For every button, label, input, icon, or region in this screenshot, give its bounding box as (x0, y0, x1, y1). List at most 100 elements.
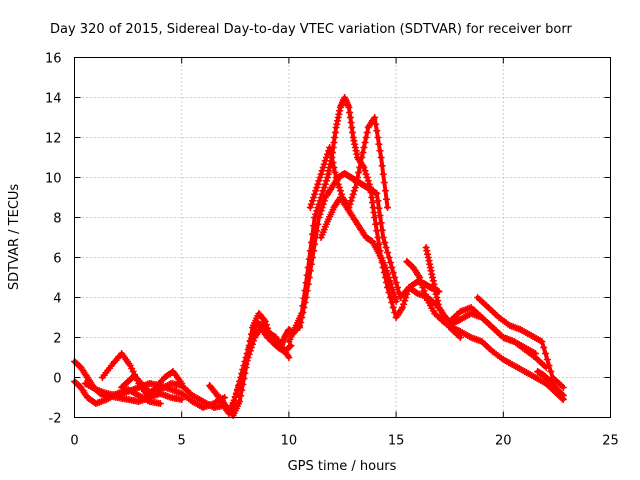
x-tick-label: 25 (602, 434, 619, 449)
x-tick-label: 15 (388, 434, 405, 449)
plus-marker (385, 274, 393, 281)
plus-marker (376, 147, 384, 155)
plus-marker (359, 149, 367, 156)
plus-marker (301, 299, 309, 306)
plus-marker (156, 400, 164, 407)
plus-marker (314, 220, 322, 228)
plus-marker (231, 393, 239, 401)
plus-marker (261, 318, 269, 325)
plus-marker (321, 180, 329, 188)
x-tick-label: 0 (70, 434, 78, 449)
plus-marker (383, 267, 390, 275)
plus-marker (287, 342, 295, 349)
series-track-18 (534, 368, 567, 399)
plus-marker (305, 274, 313, 281)
plus-marker (317, 170, 325, 178)
plus-marker (309, 254, 316, 261)
plus-marker (374, 134, 382, 141)
y-tick-label: 10 (45, 172, 62, 187)
plus-marker (362, 170, 370, 178)
series-track-9 (285, 94, 443, 345)
plus-marker (319, 164, 327, 171)
plus-marker (317, 207, 325, 215)
plus-marker (239, 366, 247, 373)
plus-marker (386, 259, 394, 266)
plus-marker (399, 304, 406, 311)
x-tick-label: 20 (495, 434, 512, 449)
plus-marker (320, 160, 328, 168)
plus-marker (237, 392, 245, 400)
plus-marker (358, 154, 366, 161)
plus-marker (311, 240, 319, 248)
plus-marker (372, 220, 380, 228)
plus-marker (335, 184, 343, 191)
plus-marker (319, 200, 327, 208)
plus-marker (306, 204, 314, 211)
plus-marker (316, 210, 324, 218)
y-tick-label: 14 (45, 92, 62, 107)
series-layer (71, 94, 567, 419)
plus-marker (384, 204, 391, 211)
plus-marker (328, 154, 336, 161)
plus-marker (321, 157, 329, 165)
y-tick-label: -2 (49, 412, 62, 427)
plus-marker (314, 180, 322, 188)
plus-marker (309, 197, 316, 205)
plus-marker (347, 197, 355, 205)
plus-marker (316, 174, 324, 181)
series-track-12 (317, 194, 400, 305)
plus-marker (286, 343, 294, 350)
plus-marker (236, 378, 244, 385)
plus-marker (375, 140, 383, 148)
plus-marker (332, 174, 340, 181)
plus-marker (349, 190, 357, 198)
plus-marker (540, 344, 548, 351)
plus-marker (377, 219, 385, 227)
plus-marker (357, 159, 365, 166)
plus-marker (322, 177, 330, 185)
plus-marker (456, 334, 464, 341)
plus-marker (383, 195, 390, 203)
plus-marker (376, 212, 384, 219)
plus-marker (543, 356, 551, 363)
y-tick-label: 8 (53, 212, 61, 227)
plus-marker (381, 187, 389, 195)
plus-marker (416, 274, 424, 281)
plus-marker (245, 342, 253, 349)
plus-marker (327, 149, 335, 156)
series-line (286, 95, 441, 344)
plus-marker (320, 197, 328, 205)
plus-marker (326, 144, 334, 151)
plus-marker (310, 194, 318, 201)
tick-layer: 0 5 10 15 20 25 -2 0 2 4 6 8 10 12 14 16 (45, 52, 619, 449)
plus-marker (363, 174, 371, 181)
plus-marker (389, 269, 397, 276)
plus-marker (360, 144, 368, 151)
series-track-15 (446, 304, 550, 371)
y-tick-label: 12 (45, 132, 62, 147)
plus-marker (297, 319, 305, 326)
plus-marker (371, 114, 379, 121)
plus-marker (298, 314, 306, 321)
plus-marker (558, 391, 566, 398)
plus-marker (381, 239, 389, 246)
plus-marker (296, 324, 304, 331)
plus-marker (542, 350, 549, 357)
plus-marker (388, 299, 396, 306)
plus-marker (373, 190, 381, 197)
plus-marker (300, 304, 308, 311)
plus-marker (312, 187, 320, 195)
plus-marker (229, 400, 237, 408)
plus-marker (382, 244, 390, 251)
plus-marker (228, 404, 236, 412)
plus-marker (318, 204, 326, 211)
plus-marker (378, 226, 386, 234)
plus-marker (351, 140, 359, 148)
plus-marker (419, 284, 427, 291)
plus-marker (384, 270, 391, 278)
plus-marker (379, 234, 387, 241)
y-axis-label: SDTVAR / TECUs (7, 184, 22, 291)
plus-marker (237, 374, 245, 381)
plus-marker (238, 370, 246, 377)
x-axis-label: GPS time / hours (288, 459, 397, 474)
